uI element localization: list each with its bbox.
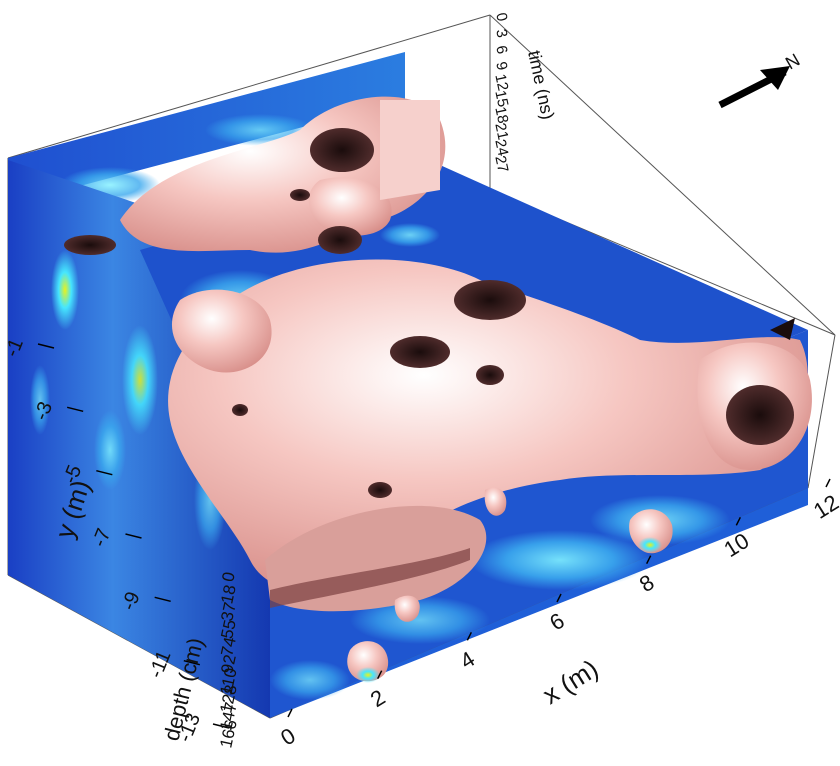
x-tick-mark: [735, 516, 742, 526]
y-tick-mark: [183, 659, 201, 666]
x-tick-mark: [556, 593, 562, 603]
time-axis-title: time (ns): [524, 49, 558, 122]
y-tick-mark: [125, 533, 142, 539]
y-tick-mark: [96, 469, 113, 476]
time-tick-label: 24: [491, 138, 511, 158]
time-tick-label: 15: [491, 89, 511, 109]
y-tick-mark: [37, 343, 55, 349]
x-tick-label: 4: [456, 646, 480, 674]
time-tick-label: 18: [491, 105, 511, 125]
time-tick-label: 27: [491, 154, 511, 174]
depth-tick-label: 55: [217, 618, 240, 640]
x-tick-mark: [825, 478, 831, 488]
x-tick-mark: [466, 631, 473, 641]
bottom-hotspots: [356, 537, 662, 683]
time-tick-label: 3: [492, 28, 510, 40]
x-tick-mark: [376, 670, 383, 680]
x-tick-label: 0: [276, 723, 300, 751]
depth-tick-label: 74: [217, 635, 240, 657]
depth-tick-label: 92: [217, 653, 240, 675]
time-tick-label: 0: [492, 11, 510, 23]
depth-tick-label: 37: [217, 601, 240, 623]
y-tick-mark: [66, 406, 84, 413]
isosurface-holes: [64, 128, 795, 498]
x-tick-label: 8: [635, 569, 659, 597]
wire-edge: [7, 14, 491, 159]
time-tick-label: 6: [492, 44, 510, 56]
x-tick-mark: [287, 708, 293, 718]
depth-tick-label: 0: [218, 570, 239, 583]
north-arrow: N: [718, 50, 803, 109]
depth-tick-label: 18: [217, 583, 240, 605]
time-tick-label: 9: [492, 60, 510, 72]
y-tick-mark: [154, 596, 171, 603]
time-tick-label: 12: [491, 72, 511, 92]
x-tick-label: 2: [366, 684, 390, 712]
time-tick-label: 21: [491, 121, 511, 141]
wire-edge: [489, 14, 836, 336]
x-axis-title: x (m): [537, 653, 603, 710]
y-tick-mark: [212, 723, 230, 729]
wire-edge: [807, 334, 836, 489]
x-tick-label: 6: [545, 608, 569, 636]
x-tick-label: 12: [809, 490, 840, 524]
x-tick-mark: [645, 555, 652, 565]
